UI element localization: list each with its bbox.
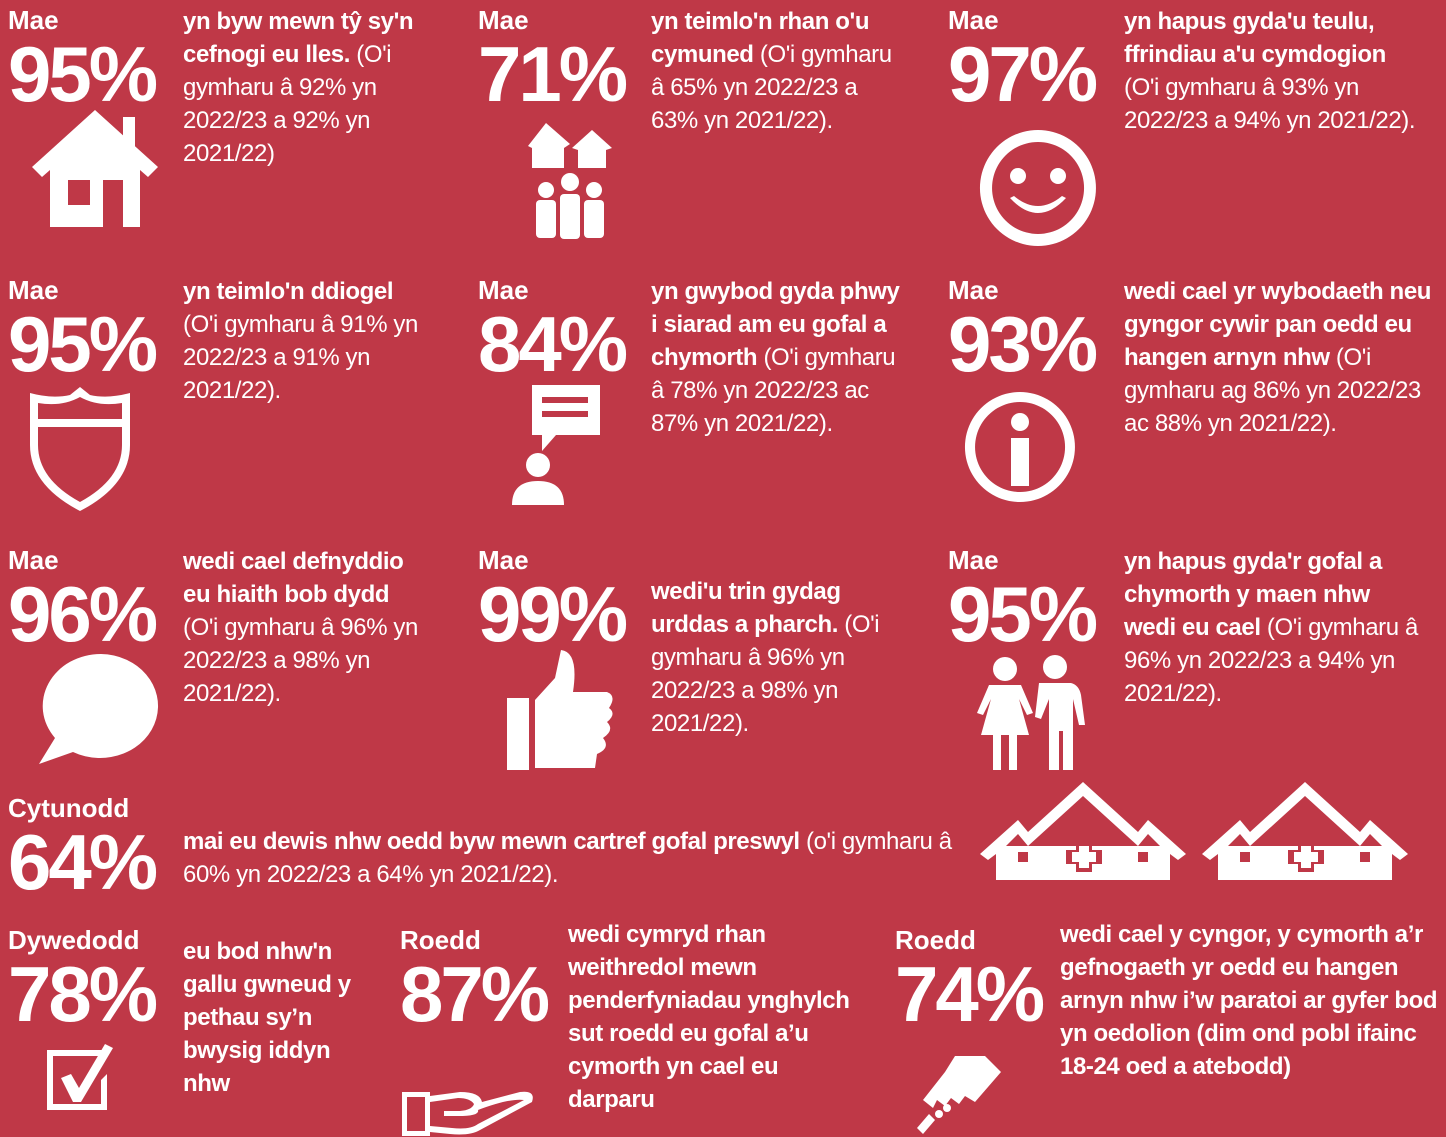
stat-bold: yn teimlo'n ddiogel: [183, 278, 394, 305]
stat-bold: yn teimlo'n rhan o'u cymuned: [651, 8, 870, 68]
stat-bold: yn hapus gyda'u teulu, ffrindiau a'u cym…: [1124, 8, 1386, 68]
care-home-icon: [980, 782, 1186, 880]
stat-text: wedi cymryd rhan weithredol mewn penderf…: [568, 918, 868, 1116]
stat-verb: Mae: [8, 5, 59, 35]
stat-text: wedi cael yr wybodaeth neu gyngor cywir …: [1124, 275, 1434, 440]
stat-bold: wedi'u trin gydag urddas a pharch.: [651, 578, 841, 638]
stat-percent: 95%: [948, 570, 1098, 658]
stat-bold: wedi cymryd rhan weithredol mewn penderf…: [568, 921, 850, 1113]
stat-verb: Dywedodd: [8, 925, 140, 955]
stat-bold: wedi cael y cyngor, y cymorth a’r gefnog…: [1060, 921, 1438, 1080]
community-icon: [528, 123, 612, 239]
stat-percent: 87%: [400, 950, 550, 1038]
stat-percent: 99%: [478, 570, 628, 658]
smiley-icon: [979, 130, 1096, 246]
shield-icon: [30, 387, 130, 511]
stat-detail: (O'i gymharu â 96% yn 2022/23 a 98% yn 2…: [651, 611, 880, 737]
stat-bold: wedi cael defnyddio eu hiaith bob dydd: [183, 548, 404, 608]
stat-percent: 74%: [895, 950, 1045, 1038]
stat-detail: (O'i gymharu â 65% yn 2022/23 a 63% yn 2…: [651, 41, 892, 134]
stat-detail: (O'i gymharu â 91% yn 2022/23 a 91% yn 2…: [183, 311, 418, 404]
stat-percent: 93%: [948, 300, 1098, 388]
stat-detail: (O'i gymharu â 92% yn 2022/23 a 92% yn 2…: [183, 41, 392, 167]
stat-percent: 96%: [8, 570, 158, 658]
stat-percent: 95%: [8, 30, 158, 118]
stat-detail: (O'i gymharu â 96% yn 2022/23 a 98% yn 2…: [183, 614, 418, 707]
stat-verb: Mae: [8, 275, 59, 305]
stat-verb: Mae: [478, 5, 529, 35]
stat-detail: (O'i gymharu â 78% yn 2022/23 ac 87% yn …: [651, 344, 896, 437]
stat-text: eu bod nhw'n gallu gwneud y pethau sy’n …: [183, 935, 383, 1100]
stat-percent: 71%: [478, 30, 628, 118]
thumbs-up-icon: [507, 650, 613, 770]
stat-text: yn byw mewn tŷ sy'n cefnogi eu lles. (O'…: [183, 5, 428, 170]
stat-verb: Mae: [948, 545, 999, 575]
stat-verb: Roedd: [895, 925, 976, 955]
handshake-icon: [917, 1056, 1001, 1134]
stat-text: wedi'u trin gydag urddas a pharch. (O'i …: [651, 575, 901, 740]
stat-text: yn teimlo'n ddiogel (O'i gymharu â 91% y…: [183, 275, 428, 407]
stat-percent: 78%: [8, 950, 158, 1038]
stat-percent: 84%: [478, 300, 628, 388]
stat-percent: 95%: [8, 300, 158, 388]
info-icon: [964, 392, 1075, 502]
stat-bold: yn hapus gyda'r gofal a chymorth y maen …: [1124, 548, 1382, 641]
stat-text: yn hapus gyda'r gofal a chymorth y maen …: [1124, 545, 1424, 710]
stat-detail: (O'i gymharu â 96% yn 2022/23 a 94% yn 2…: [1124, 614, 1418, 707]
stat-verb: Mae: [8, 545, 59, 575]
stat-bold: yn byw mewn tŷ sy'n cefnogi eu lles.: [183, 8, 414, 68]
stat-verb: Roedd: [400, 925, 481, 955]
stat-detail: (o'i gymharu â 60% yn 2022/23 a 64% yn 2…: [183, 828, 952, 888]
stat-verb: Mae: [948, 275, 999, 305]
stat-verb: Mae: [948, 5, 999, 35]
stat-detail: (O'i gymharu â 93% yn 2022/23 a 94% yn 2…: [1124, 74, 1416, 134]
stat-verb: Mae: [478, 275, 529, 305]
stat-text: yn teimlo'n rhan o'u cymuned (O'i gymhar…: [651, 5, 901, 137]
stat-verb: Cytunodd: [8, 793, 130, 823]
stat-bold: wedi cael yr wybodaeth neu gyngor cywir …: [1124, 278, 1432, 371]
house-icon: [32, 110, 158, 227]
stat-text: yn gwybod gyda phwy i siarad am eu gofal…: [651, 275, 901, 440]
care-home-icon: [1202, 782, 1408, 880]
stat-bold: eu bod nhw'n gallu gwneud y pethau sy’n …: [183, 938, 351, 1097]
stat-bold: yn gwybod gyda phwy i siarad am eu gofal…: [651, 278, 900, 371]
stat-percent: 97%: [948, 30, 1098, 118]
stat-text: mai eu dewis nhw oedd byw mewn cartref g…: [183, 825, 983, 891]
stat-text: wedi cael y cyngor, y cymorth a’r gefnog…: [1060, 918, 1446, 1083]
advice-icon: [512, 385, 600, 505]
stat-text: wedi cael defnyddio eu hiaith bob dydd (…: [183, 545, 428, 710]
bubble-icon: [39, 653, 159, 764]
stat-detail: (O'i gymharu ag 86% yn 2022/23 ac 88% yn…: [1124, 344, 1421, 437]
hand-icon: [402, 1091, 533, 1136]
couple-icon: [977, 655, 1085, 770]
stat-text: yn hapus gyda'u teulu, ffrindiau a'u cym…: [1124, 5, 1424, 137]
checkbox-icon: [47, 1044, 113, 1110]
stat-bold: mai eu dewis nhw oedd byw mewn cartref g…: [183, 828, 800, 855]
stat-verb: Mae: [478, 545, 529, 575]
stat-percent: 64%: [8, 818, 158, 906]
